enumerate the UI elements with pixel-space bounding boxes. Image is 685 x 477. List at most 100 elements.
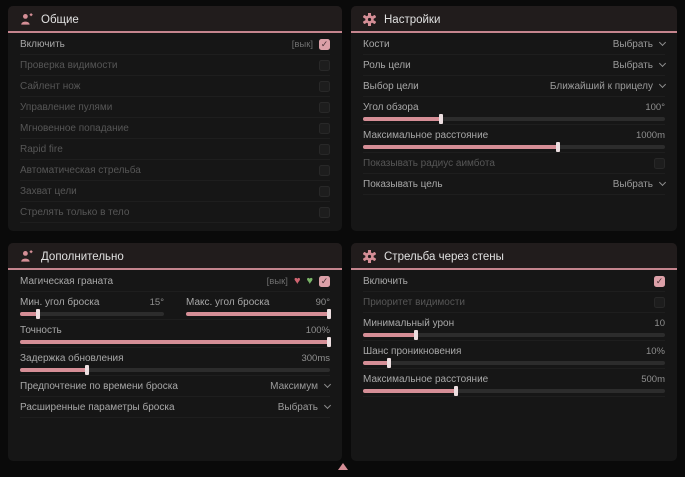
slider-left: Мин. угол броска 15° (20, 295, 164, 319)
slider-track-left[interactable] (20, 309, 164, 319)
slider-handle[interactable] (387, 358, 392, 368)
slider-track[interactable] (20, 337, 331, 347)
dropdown[interactable]: Выбрать (612, 59, 667, 71)
slider-track[interactable] (363, 358, 665, 368)
hotkey-label: [вык] (266, 275, 288, 287)
panel-header-general: Общие (8, 6, 342, 33)
option-label: Захват цели (20, 185, 77, 197)
slider-value: 15° (149, 296, 164, 308)
slider-header: Шанс проникновения 10% (363, 344, 665, 358)
slider-right: Макс. угол броска 90° (186, 295, 331, 319)
checkbox[interactable] (319, 206, 330, 218)
slider-track[interactable] (363, 142, 665, 152)
dropdown-value: Выбрать (612, 59, 653, 71)
row-settings-6: Показывать цель Выбрать (363, 174, 667, 195)
row-controls (319, 185, 330, 197)
slider-fill (363, 361, 391, 365)
row-general-7: Захват цели (20, 181, 330, 202)
checkbox[interactable] (319, 122, 330, 134)
slider-handle[interactable] (85, 365, 90, 375)
option-label: Стрелять только в тело (20, 206, 130, 218)
slider-track-right[interactable] (186, 309, 331, 319)
chevron-down-icon (323, 401, 332, 410)
checkbox[interactable] (319, 59, 330, 71)
checkbox[interactable] (319, 101, 330, 113)
slider-handle[interactable] (327, 337, 331, 347)
checkbox[interactable] (654, 157, 665, 169)
slider-handle[interactable] (438, 114, 443, 124)
gear-icon (363, 250, 376, 263)
row-wallbang-2: Минимальный урон 10 (363, 313, 665, 341)
row-controls: [вык] (292, 38, 330, 50)
row-wallbang-1: Приоритет видимости (363, 292, 665, 313)
checkbox[interactable] (319, 80, 330, 92)
slider-handle[interactable] (35, 309, 40, 319)
person-crosshair-icon (20, 13, 33, 26)
slider-track[interactable] (363, 386, 665, 396)
option-label: Сайлент нож (20, 80, 81, 92)
slider-header: Максимальное расстояние 500m (363, 372, 665, 386)
row-general-2: Сайлент нож (20, 76, 330, 97)
checkbox[interactable] (319, 38, 330, 50)
row-controls (654, 157, 665, 169)
chevron-down-icon (658, 178, 667, 187)
slider-handle[interactable] (453, 386, 458, 396)
checkbox[interactable] (319, 275, 330, 287)
panel-title: Стрельба через стены (384, 250, 504, 263)
option-label: Включить (363, 275, 408, 287)
checkbox[interactable] (319, 185, 330, 197)
option-label: Проверка видимости (20, 59, 118, 71)
panel-title: Общие (41, 13, 79, 26)
slider-label: Шанс проникновения (363, 345, 462, 357)
slider-value: 300ms (301, 352, 330, 364)
checkbox[interactable] (319, 143, 330, 155)
slider-fill (363, 389, 457, 393)
pink-heart-icon[interactable]: ♥ (293, 274, 301, 287)
slider-fill (363, 333, 418, 337)
option-label: Мгновенное попадание (20, 122, 129, 134)
dropdown[interactable]: Выбрать (612, 178, 667, 190)
slider-track[interactable] (363, 114, 665, 124)
slider-handle[interactable] (327, 309, 331, 319)
slider-fill (186, 312, 330, 316)
green-heart-icon[interactable]: ♥ (306, 274, 313, 287)
dropdown-value: Выбрать (612, 178, 653, 190)
row-general-5: Rapid fire (20, 139, 330, 160)
row-additional-1: Мин. угол броска 15° Макс. угол броска 90° (20, 292, 331, 320)
row-settings-1: Роль цели Выбрать (363, 55, 667, 76)
checkbox[interactable] (654, 296, 665, 308)
row-general-0: Включить [вык] (20, 34, 330, 55)
row-general-1: Проверка видимости (20, 55, 330, 76)
checkbox[interactable] (654, 275, 665, 287)
slider-header: Мин. угол броска 15° (20, 295, 164, 309)
dropdown[interactable]: Выбрать (613, 39, 667, 50)
slider-track[interactable] (20, 365, 330, 375)
slider-track[interactable] (363, 330, 665, 340)
panel-title: Дополнительно (41, 250, 124, 263)
slider-handle[interactable] (556, 142, 561, 152)
row-controls (319, 80, 330, 92)
row-controls (654, 275, 665, 287)
slider-header: Задержка обновления 300ms (20, 351, 330, 365)
checkbox[interactable] (319, 164, 330, 176)
dropdown[interactable]: Максимум (270, 380, 332, 392)
row-general-8: Стрелять только в тело (20, 202, 330, 223)
slider-fill (363, 117, 442, 121)
chevron-down-icon (323, 380, 332, 389)
panel-general: Общие Включить [вык] Проверка видимости Сайл… (8, 6, 342, 231)
slider-handle[interactable] (414, 330, 419, 340)
dropdown[interactable]: Выбрать (278, 401, 332, 413)
row-controls (319, 143, 330, 155)
option-label: Показывать радиус аимбота (363, 157, 495, 169)
option-label: Расширенные параметры броска (20, 401, 175, 413)
slider-value: 1000m (635, 129, 665, 141)
person-crosshair-icon (20, 250, 33, 263)
slider-fill (20, 340, 330, 344)
row-controls (319, 164, 330, 176)
slider-label: Точность (20, 324, 62, 336)
slider-fill (20, 368, 89, 372)
dropdown[interactable]: Ближайший к прицелу (550, 80, 667, 92)
panel-additional: Дополнительно Магическая граната [вык] ♥ ♥ Ми… (8, 243, 342, 461)
chevron-down-icon (658, 80, 667, 89)
slider-label: Задержка обновления (20, 352, 124, 364)
